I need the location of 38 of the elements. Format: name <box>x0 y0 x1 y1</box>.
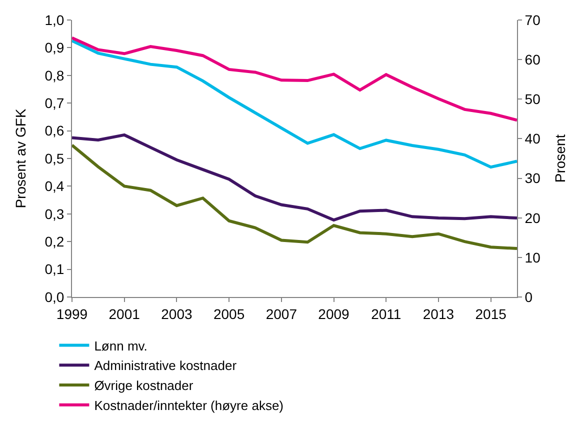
y-tick-label: 0,2 <box>44 234 64 250</box>
legend-label: Kostnader/inntekter (høyre akse) <box>94 398 284 413</box>
y-tick-label: 0,3 <box>44 206 64 222</box>
line-series <box>72 144 517 250</box>
x-tick-label: 2001 <box>108 306 140 322</box>
y-tick-label: 0,1 <box>44 261 64 278</box>
y-axis-title: Prosent av GFK <box>12 108 28 208</box>
y-tick-label: 0,9 <box>44 40 64 56</box>
line-series <box>72 39 517 169</box>
x-tick-label: 2009 <box>318 306 350 322</box>
x-tick-label: 2015 <box>475 306 507 322</box>
y-tick-label: 1,0 <box>44 12 64 28</box>
x-tick-label: 2011 <box>371 306 402 322</box>
y2-tick-label: 40 <box>524 130 541 147</box>
y-tick-label: 0,7 <box>44 95 64 111</box>
y2-tick-label: 70 <box>524 12 541 28</box>
legend-label: Øvrige kostnader <box>94 378 194 394</box>
y2-tick-label: 20 <box>524 210 541 226</box>
y2-tick-label: 10 <box>524 249 541 266</box>
y2-tick-label: 30 <box>524 170 541 186</box>
y2-tick-label: 0 <box>524 288 533 305</box>
line-series <box>72 36 517 122</box>
x-tick-label: 2003 <box>161 306 192 322</box>
legend-label: Administrative kostnader <box>94 358 238 374</box>
line-series <box>72 133 517 222</box>
y-tick-label: 0,6 <box>44 122 64 139</box>
y-tick-label: 0,8 <box>44 67 64 84</box>
legend-label: Lønn mv. <box>94 338 148 354</box>
x-tick-label: 2005 <box>213 306 245 322</box>
y-tick-label: 0,0 <box>44 288 64 305</box>
y-tick-label: 0,4 <box>44 178 64 194</box>
y-tick-label: 0,5 <box>44 150 64 166</box>
y2-tick-label: 50 <box>524 91 541 108</box>
x-tick-label: 1999 <box>56 306 88 322</box>
y2-axis-title: Prosent <box>552 134 568 183</box>
x-tick-label: 2013 <box>422 306 454 322</box>
y2-tick-label: 60 <box>524 51 541 68</box>
x-tick-label: 2007 <box>266 306 298 322</box>
